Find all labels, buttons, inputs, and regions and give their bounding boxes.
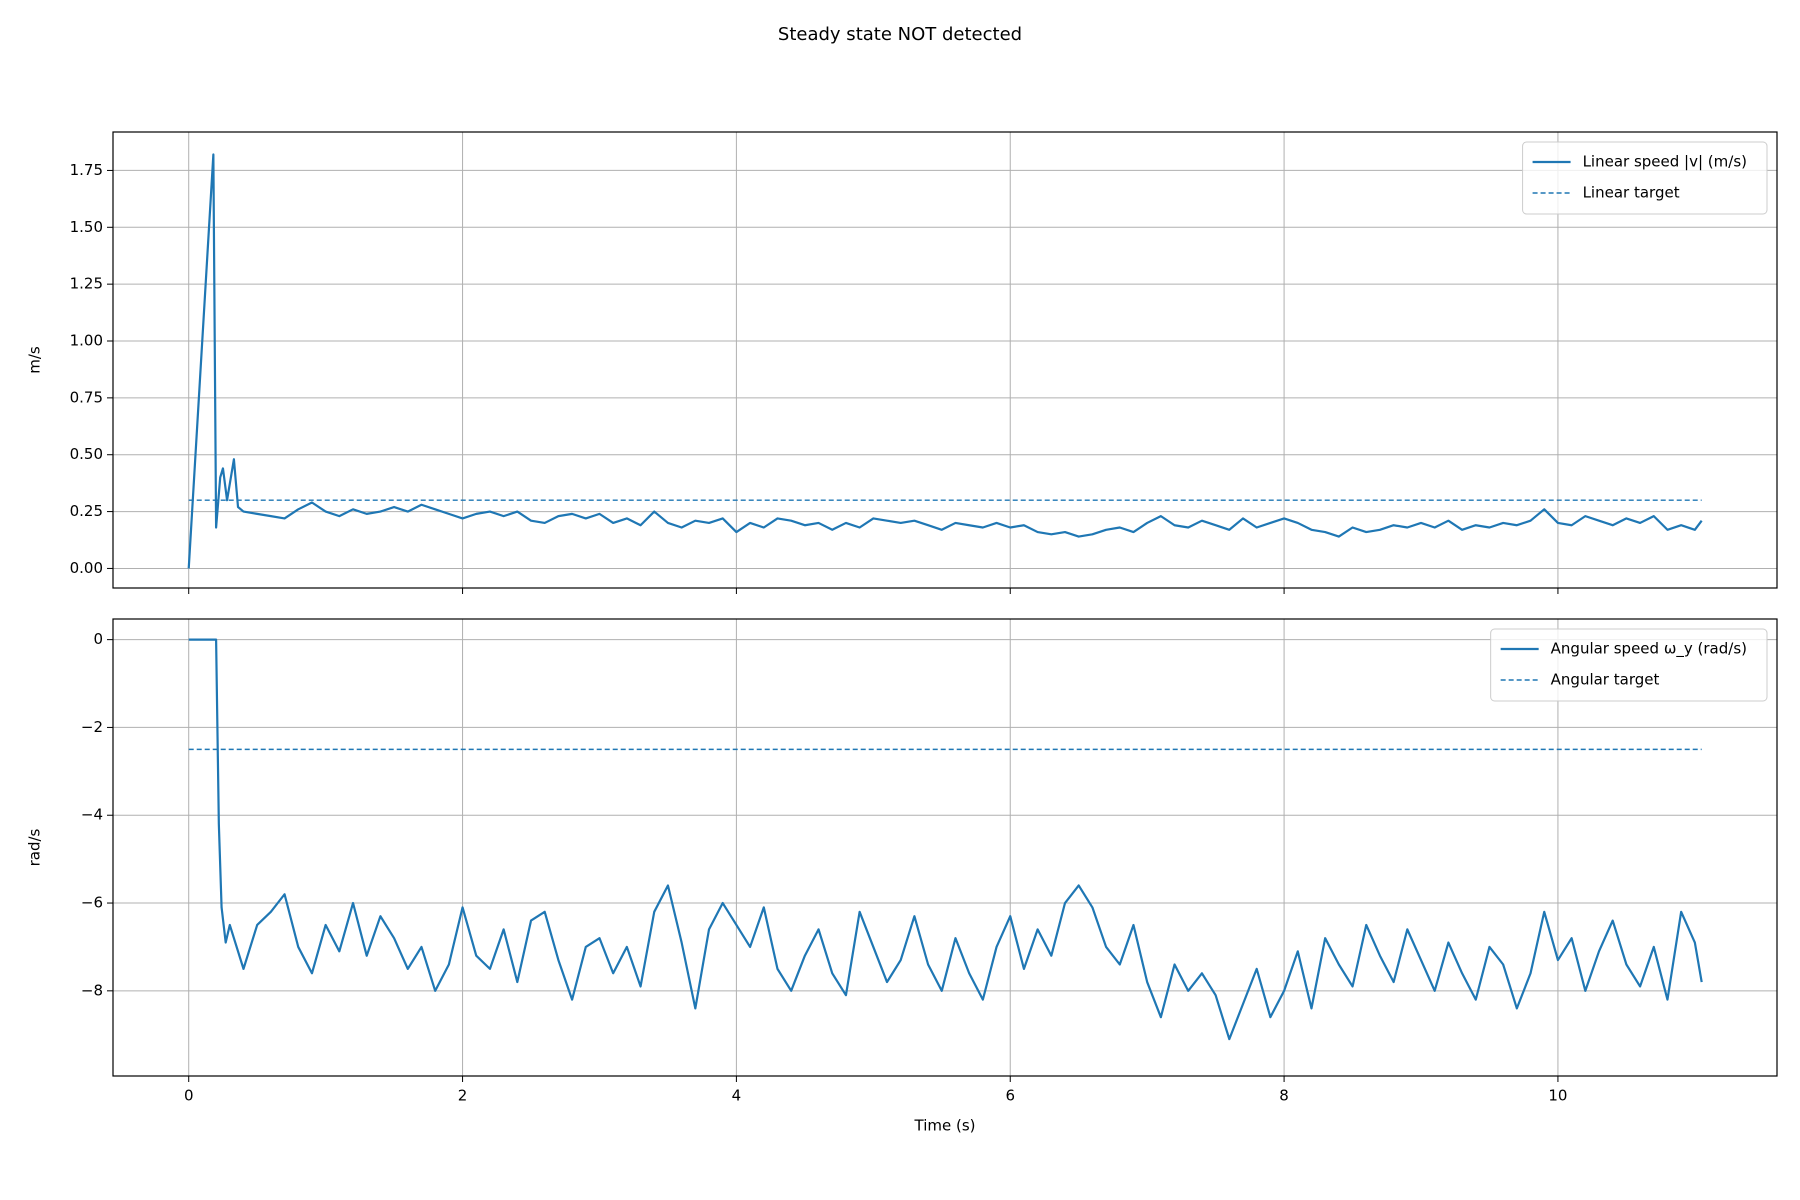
y-tick-label: 0.75	[70, 388, 103, 406]
x-tick-label: 6	[1005, 1087, 1015, 1105]
y-tick-label: 1.50	[70, 218, 103, 236]
y-axis-label: rad/s	[26, 828, 44, 866]
y-tick-label: 1.75	[70, 161, 103, 179]
x-axis-label: Time (s)	[914, 1117, 976, 1135]
axes-frame	[112, 131, 1778, 589]
legend: Angular speed ω_y (rad/s) Angular target	[1490, 628, 1768, 702]
y-axis-label: m/s	[26, 346, 44, 374]
legend: Linear speed |v| (m/s) Linear target	[1522, 141, 1768, 215]
y-tick-label: −8	[81, 981, 103, 999]
legend-label: Angular speed ω_y (rad/s)	[1551, 640, 1747, 659]
x-tick-label: 4	[732, 1087, 742, 1105]
y-tick-label: −6	[81, 894, 103, 912]
data-line	[187, 153, 1703, 569]
y-tick-label: −2	[81, 718, 103, 736]
y-tick-label: 0.00	[70, 559, 103, 577]
axes-frame	[112, 618, 1778, 1077]
y-tick-label: 0.25	[70, 502, 103, 520]
legend-label: Linear target	[1583, 184, 1680, 202]
y-tick-label: 0.50	[70, 445, 103, 463]
y-tick-label: 1.25	[70, 275, 103, 293]
figure-title: Steady state NOT detected	[778, 24, 1022, 45]
y-tick-label: −4	[81, 806, 103, 824]
legend-label: Linear speed |v| (m/s)	[1583, 153, 1747, 171]
x-tick-label: 2	[458, 1087, 468, 1105]
legend-label: Angular target	[1551, 671, 1660, 689]
x-tick-label: 10	[1548, 1087, 1567, 1105]
x-tick-label: 0	[184, 1087, 194, 1105]
y-tick-label: 1.00	[70, 332, 103, 350]
x-tick-label: 8	[1279, 1087, 1289, 1105]
y-tick-label: 0	[93, 630, 103, 648]
data-line	[188, 638, 1703, 1041]
legend-frame	[1490, 628, 1768, 702]
legend-frame	[1522, 141, 1768, 215]
